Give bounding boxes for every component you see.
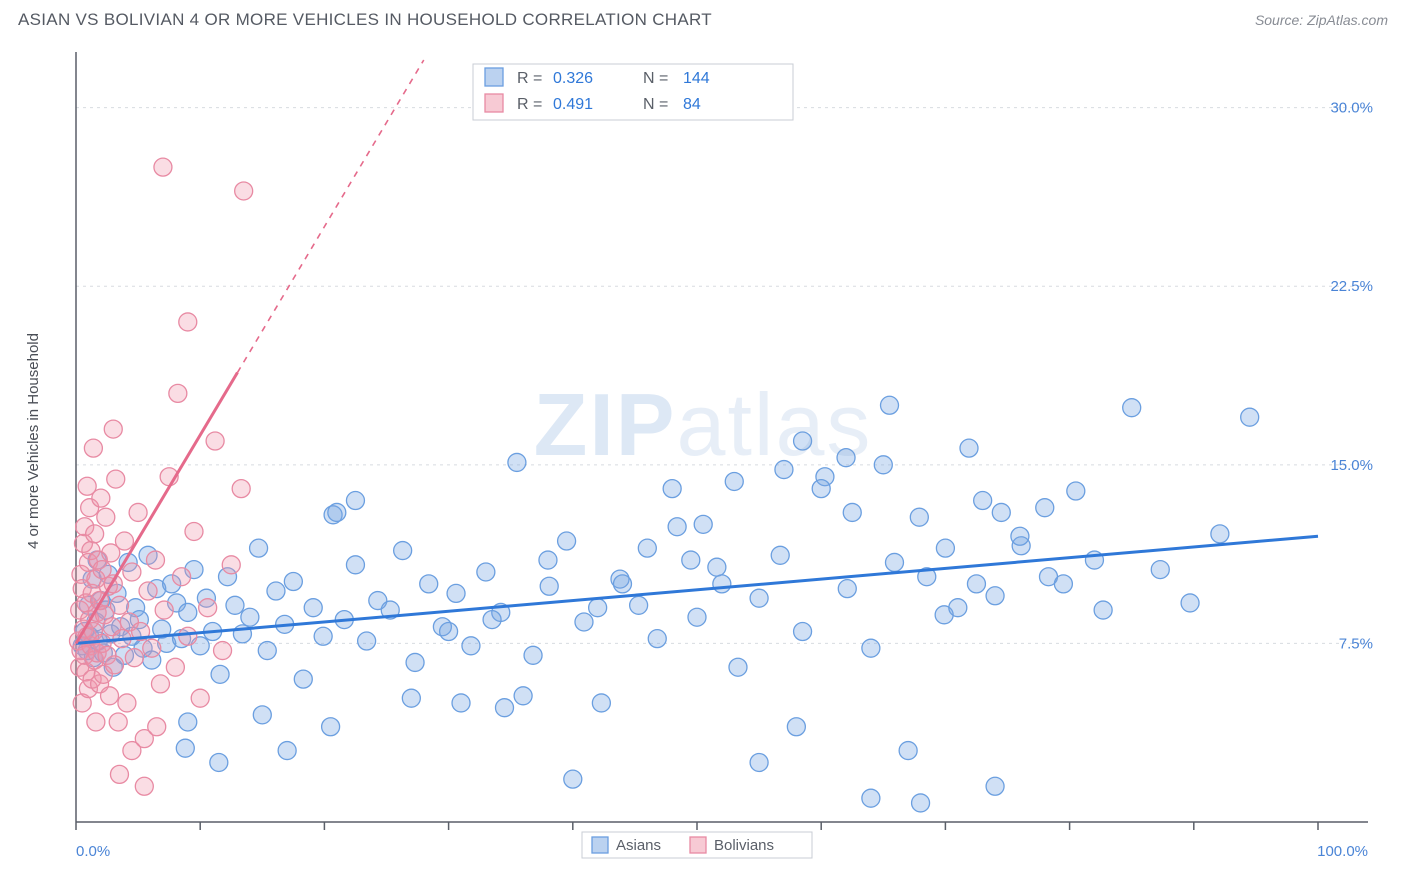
scatter-chart: 7.5% 15.0% 22.5% 30.0% 0.0% 100.0% 4 or more V… (18, 42, 1388, 874)
x-tick-label: 100.0% (1317, 843, 1368, 860)
svg-text:0.326: 0.326 (553, 70, 593, 87)
y-tick-label: 30.0% (1330, 100, 1373, 117)
svg-text:0.491: 0.491 (553, 96, 593, 113)
x-tick-label: 0.0% (76, 843, 110, 860)
svg-text:84: 84 (683, 96, 701, 113)
svg-text:N =: N = (643, 70, 668, 87)
y-tick-label: 7.5% (1339, 635, 1373, 652)
svg-text:N =: N = (643, 96, 668, 113)
svg-text:R =: R = (517, 70, 542, 87)
trend-line-dashed (237, 60, 423, 373)
y-tick-label: 22.5% (1330, 278, 1373, 295)
source-credit: Source: ZipAtlas.com (1255, 12, 1388, 28)
y-tick-label: 15.0% (1330, 457, 1373, 474)
legend-swatch (485, 94, 503, 112)
legend-swatch (690, 837, 706, 853)
legend-swatch (485, 68, 503, 86)
legend-label: Bolivians (714, 837, 774, 854)
legend-swatch (592, 837, 608, 853)
svg-text:R =: R = (517, 96, 542, 113)
chart-area: ZIPatlas 7.5%15.0%22.5%30.0%0.0%100.0%4 … (18, 42, 1388, 874)
series-bolivians (69, 158, 252, 795)
chart-title: ASIAN VS BOLIVIAN 4 OR MORE VEHICLES IN … (18, 10, 712, 30)
y-axis-label: 4 or more Vehicles in Household (25, 333, 42, 549)
series-asians (73, 396, 1258, 812)
legend-label: Asians (616, 837, 661, 854)
svg-text:144: 144 (683, 70, 710, 87)
